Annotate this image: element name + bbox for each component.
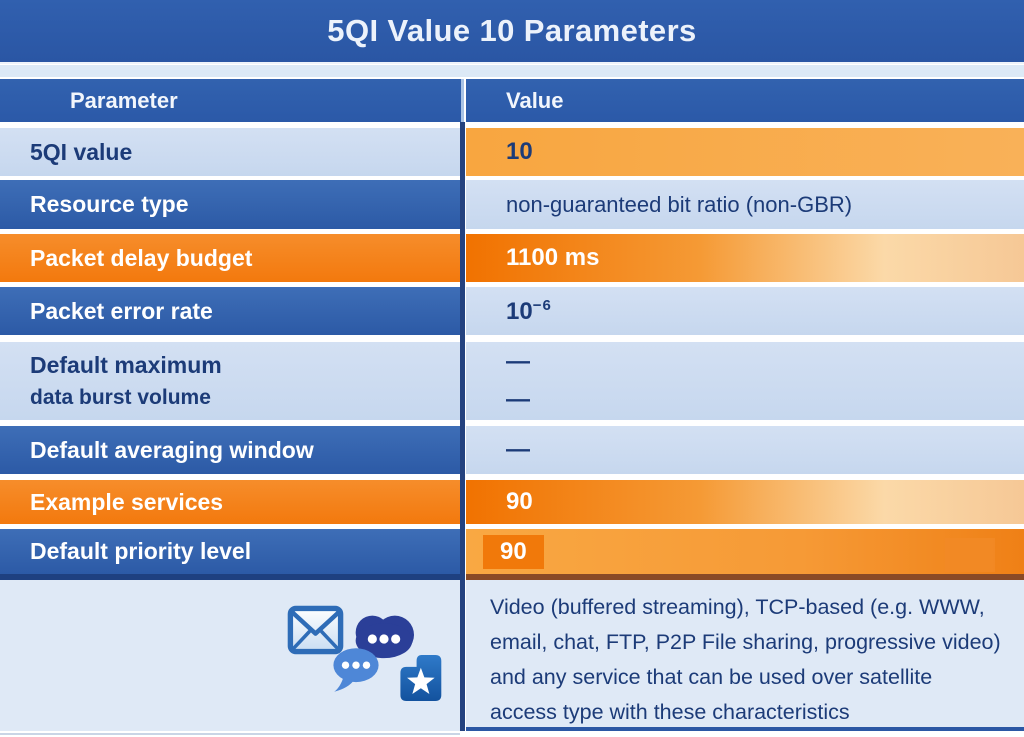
value-text: 90	[506, 488, 533, 515]
bottom-edge-line	[0, 733, 460, 735]
param-cell: Default maximum data burst volume	[0, 342, 461, 420]
value-cell: 10	[466, 128, 1024, 176]
value-cell: —	[466, 426, 1024, 474]
value-base: 10	[506, 297, 533, 325]
header-cell-value: Value	[466, 79, 1024, 122]
value-cell: non-guaranteed bit ratio (non-GBR)	[466, 180, 1024, 229]
value-text: 1100 ms	[506, 244, 600, 271]
param-label: Example services	[30, 488, 224, 515]
value-text: non-guaranteed bit ratio (non-GBR)	[506, 191, 853, 217]
value-exponent: −6	[532, 296, 552, 314]
table-row: Default maximum data burst volume — —	[0, 342, 1024, 420]
param-cell: Resource type	[0, 180, 461, 229]
page-title: 5QI Value 10 Parameters	[327, 13, 697, 48]
chat-bubble-dark-icon	[355, 615, 414, 659]
title-underline-strip	[0, 65, 1024, 77]
footer-row: Video (buffered streaming), TCP-based (e…	[0, 574, 1024, 731]
highlight-artifact	[945, 538, 995, 572]
param-label: Default averaging window	[30, 436, 314, 463]
description-line: email, chat, FTP, P2P File sharing, prog…	[490, 630, 1001, 654]
title-bar: 5QI Value 10 Parameters	[0, 0, 1024, 64]
table-row: Packet delay budget 1100 ms	[0, 234, 1024, 282]
param-cell: Packet delay budget	[0, 234, 461, 282]
example-services-icons-cell	[0, 574, 461, 731]
column-header-value: Value	[506, 87, 564, 113]
table-row: Packet error rate 10−6	[0, 287, 1024, 335]
param-label: Packet error rate	[30, 297, 213, 324]
param-label: Resource type	[30, 191, 189, 217]
table-header-row: Parameter Value	[0, 79, 1024, 122]
mail-icon	[287, 605, 344, 655]
value-cell: 10−6	[466, 287, 1024, 335]
param-cell: 5QI value	[0, 128, 461, 176]
table-row: Resource type non-guaranteed bit ratio (…	[0, 180, 1024, 229]
example-services-description-cell: Video (buffered streaming), TCP-based (e…	[466, 574, 1024, 731]
column-divider-line	[460, 122, 465, 731]
table-row: 5QI value 10	[0, 128, 1024, 176]
column-header-parameter: Parameter	[70, 87, 178, 113]
value-text: 10	[506, 138, 533, 165]
param-label: Default priority level	[30, 538, 252, 564]
star-badge-icon	[400, 655, 442, 701]
value-cell: 90	[466, 480, 1024, 524]
value-text: —	[506, 436, 530, 463]
param-label-line1: Default maximum	[30, 352, 222, 378]
table-row: Default priority level 90	[0, 529, 1024, 574]
description-line: and any service that can be used over sa…	[490, 665, 933, 689]
description-line: Video (buffered streaming), TCP-based (e…	[490, 595, 985, 619]
table-row: Default averaging window —	[0, 426, 1024, 474]
value-badge: 90	[483, 534, 544, 569]
value-dash-2: —	[506, 386, 530, 413]
value-text: 10−6	[506, 297, 552, 326]
header-column-divider	[461, 79, 464, 122]
value-cell: — —	[466, 342, 1024, 420]
chat-bubble-light-icon	[333, 648, 379, 692]
description-line: access type with these characteristics	[490, 700, 850, 724]
param-cell: Default priority level	[0, 529, 461, 574]
value-cell: 90	[466, 529, 1024, 574]
param-cell: Packet error rate	[0, 287, 461, 335]
param-label-line2: data burst volume	[30, 386, 211, 409]
param-label: Packet delay budget	[30, 244, 253, 271]
value-cell: 1100 ms	[466, 234, 1024, 282]
param-cell: Example services	[0, 480, 461, 524]
header-cell-parameter: Parameter	[0, 79, 461, 122]
param-label: 5QI value	[30, 138, 133, 165]
param-cell: Default averaging window	[0, 426, 461, 474]
value-dash-1: —	[506, 348, 530, 375]
table-row: Example services 90	[0, 480, 1024, 524]
